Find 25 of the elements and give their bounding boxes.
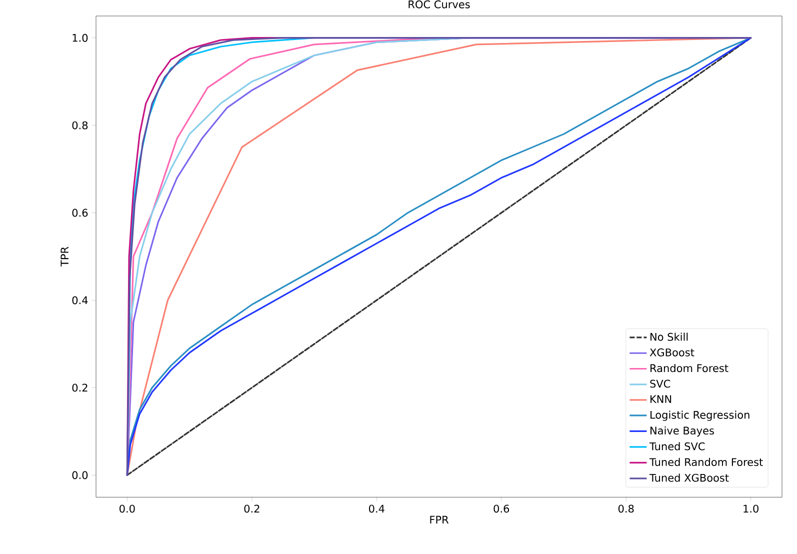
legend-label: Tuned Random Forest bbox=[649, 458, 763, 466]
y-axis-title: TPR bbox=[60, 246, 68, 267]
x-tick-label: 1.0 bbox=[744, 504, 758, 513]
legend-label: KNN bbox=[650, 395, 672, 403]
legend-label: Tuned XGBoost bbox=[649, 474, 729, 482]
legend-label: No Skill bbox=[650, 332, 688, 341]
legend-label: XGBoost bbox=[650, 348, 694, 356]
x-axis-title: FPR bbox=[430, 516, 449, 524]
x-tick-label: 0.2 bbox=[244, 504, 260, 513]
legend-label: Random Forest bbox=[650, 364, 728, 372]
x-tick-label: 0.6 bbox=[494, 504, 510, 513]
y-tick-label: 0.0 bbox=[72, 471, 88, 480]
y-tick-label: 0.4 bbox=[72, 296, 88, 304]
legend-label: Logistic Regression bbox=[650, 410, 750, 421]
y-tick-label: 0.2 bbox=[72, 384, 88, 392]
x-tick-label: 0.4 bbox=[368, 504, 384, 513]
chart-title: ROC Curves bbox=[408, 0, 470, 8]
x-tick-label: 0.8 bbox=[618, 504, 634, 513]
legend-label: Naive Bayes bbox=[650, 426, 714, 437]
y-tick-label: 1.0 bbox=[72, 34, 88, 42]
legend-label: Tuned SVC bbox=[649, 442, 705, 450]
legend-label: SVC bbox=[650, 380, 670, 388]
y-tick-label: 0.6 bbox=[72, 208, 88, 217]
x-tick-label: 0.0 bbox=[120, 504, 135, 513]
y-tick-label: 0.8 bbox=[72, 121, 88, 130]
